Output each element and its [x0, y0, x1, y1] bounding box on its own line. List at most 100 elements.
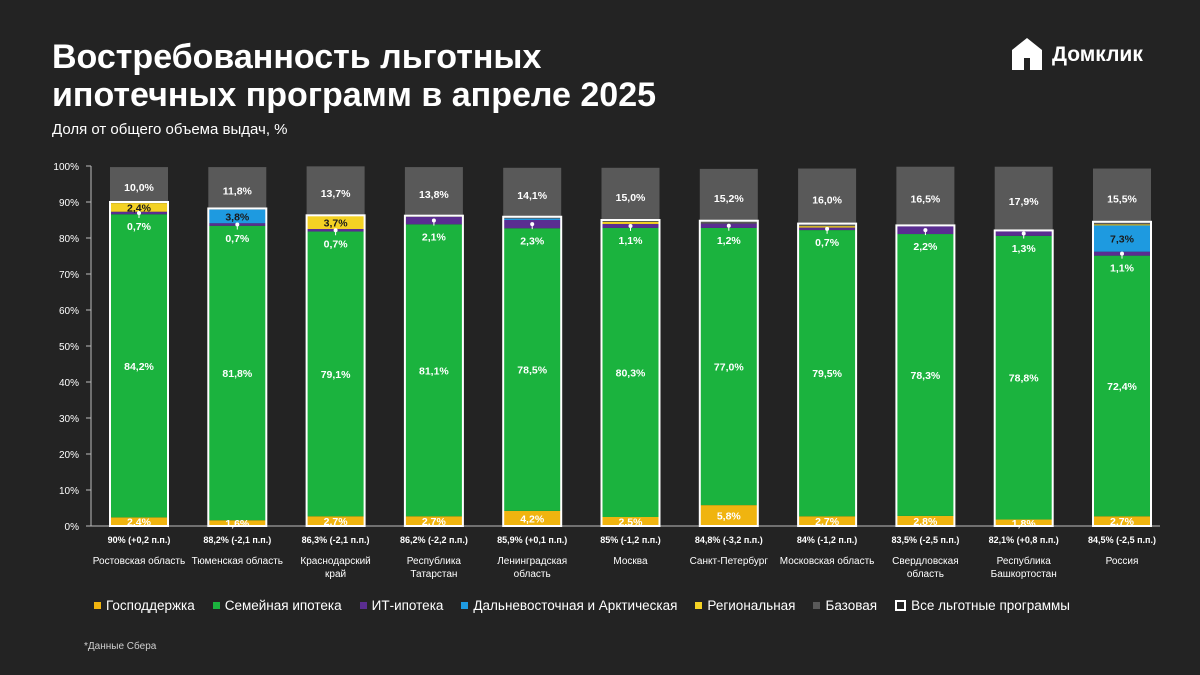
- bar-segment-fareast: [503, 218, 562, 220]
- category-label: Санкт-Петербург: [690, 555, 769, 567]
- bar-segment-base: [503, 167, 562, 219]
- bar-segment-gospodderzhka: [404, 516, 463, 526]
- data-label-family: 80,3%: [616, 367, 646, 379]
- y-tick-label: 50%: [59, 342, 79, 353]
- data-label-it: 0,7%: [324, 239, 349, 251]
- bar-segment-base: [699, 168, 758, 224]
- bar-segment-base: [404, 167, 463, 217]
- category-label: Россия: [1106, 556, 1139, 567]
- total-label: 90% (+0,2 п.п.): [108, 535, 171, 545]
- bar-segment-gospodderzhka: [699, 505, 758, 526]
- bar-segment-family: [110, 214, 168, 518]
- bar-segment-family: [798, 230, 857, 517]
- data-label-it: 0,7%: [127, 221, 152, 233]
- data-label-base: 10,0%: [124, 182, 154, 194]
- y-tick-label: 60%: [59, 306, 79, 317]
- legend-swatch-it: [359, 602, 367, 609]
- data-label-fareast: 7,3%: [1110, 234, 1135, 246]
- y-tick-label: 90%: [59, 198, 79, 209]
- data-label-it: 1,1%: [619, 235, 644, 247]
- data-label-base: 13,7%: [321, 188, 351, 200]
- category-label: Ленинградская: [497, 556, 567, 567]
- bar-segment-gospodderzhka: [896, 515, 955, 526]
- bar-segment-fareast: [208, 209, 267, 224]
- total-label: 84% (-1,2 п.п.): [797, 535, 857, 545]
- total-label: 86,2% (-2,2 п.п.): [400, 535, 468, 545]
- bar-segment-base: [208, 167, 267, 210]
- data-label-it: 2,3%: [520, 235, 545, 247]
- data-label-gospodderzhka: 5,8%: [717, 511, 742, 523]
- category-label: Республика: [407, 555, 462, 567]
- bar-segment-gospodderzhka: [601, 517, 660, 526]
- category-label: область: [514, 568, 551, 580]
- total-outline: [797, 222, 858, 527]
- bar-segment-base: [110, 167, 168, 204]
- data-label-family: 77,0%: [714, 362, 744, 374]
- legend-item-gospodderzhka: Господдержка: [94, 598, 195, 613]
- category-label: Республика: [997, 555, 1052, 567]
- total-outline: [109, 201, 169, 527]
- it-pointer-dot: [431, 218, 436, 223]
- y-tick-label: 0%: [65, 522, 80, 533]
- legend-item-it: ИТ-ипотека: [359, 598, 443, 613]
- data-label-it: 2,2%: [913, 241, 938, 253]
- bar-segment-gospodderzhka: [503, 510, 562, 526]
- bar-segment-family: [208, 225, 267, 521]
- data-label-base: 15,0%: [616, 192, 646, 204]
- category-label: Москва: [613, 556, 648, 567]
- chart-legend: Господдержка Семейная ипотека ИТ-ипотека…: [94, 598, 1070, 613]
- legend-label: Все льготные программы: [911, 598, 1070, 613]
- y-tick-label: 30%: [59, 414, 79, 425]
- legend-label: Господдержка: [106, 598, 195, 613]
- data-label-family: 79,1%: [321, 369, 351, 381]
- data-label-it: 0,7%: [815, 237, 840, 249]
- title-line-2: ипотечных программ в апреле 2025: [52, 76, 657, 114]
- data-label-it: 1,1%: [1110, 263, 1135, 275]
- bar-segment-base: [1093, 168, 1151, 225]
- bar-segment-base: [896, 166, 955, 227]
- total-label: 85,9% (+0,1 п.п.): [497, 535, 567, 545]
- total-label: 84,5% (-2,5 п.п.): [1088, 535, 1156, 545]
- it-pointer-dot: [333, 228, 338, 233]
- it-pointer-dot: [1021, 231, 1026, 236]
- y-tick-label: 80%: [59, 234, 79, 245]
- data-label-family: 81,8%: [222, 368, 252, 380]
- data-label-fareast: 3,8%: [225, 211, 250, 223]
- bar-segment-base: [601, 167, 660, 222]
- data-label-base: 11,8%: [223, 185, 253, 197]
- data-label-it: 1,2%: [717, 235, 742, 247]
- data-label-base: 17,9%: [1009, 196, 1039, 208]
- logo-text: Домклик: [1052, 43, 1143, 66]
- data-label-it: 0,7%: [225, 233, 250, 245]
- total-outline: [993, 229, 1054, 527]
- bar-segment-gospodderzhka: [208, 520, 267, 526]
- bar-segment-regional: [1093, 224, 1151, 226]
- bar-segment-regional: [110, 203, 168, 212]
- legend-swatch-base: [813, 602, 821, 609]
- data-label-base: 15,5%: [1107, 193, 1137, 205]
- legend-item-family: Семейная ипотека: [212, 598, 342, 613]
- y-tick-label: 10%: [59, 486, 79, 497]
- bar-segment-family: [1093, 255, 1151, 517]
- data-label-gospodderzhka: 2,5%: [619, 517, 644, 529]
- legend-label: Дальневосточная и Арктическая: [473, 598, 678, 613]
- bar-segment-gospodderzhka: [306, 516, 365, 526]
- it-pointer-dot: [530, 222, 535, 227]
- bar-segment-base: [798, 168, 857, 227]
- total-outline: [403, 214, 464, 527]
- bar-segment-family: [601, 227, 660, 518]
- category-label: край: [325, 569, 346, 580]
- it-pointer-dot: [235, 222, 240, 227]
- data-label-gospodderzhka: 1,8%: [1012, 518, 1037, 530]
- y-tick-label: 40%: [59, 378, 79, 389]
- legend-label: Семейная ипотека: [224, 598, 342, 613]
- it-pointer-dot: [825, 226, 830, 231]
- data-label-family: 78,3%: [911, 370, 941, 382]
- legend-item-base: Базовая: [813, 598, 877, 613]
- bar-segment-family: [404, 224, 463, 517]
- bar-segment-gospodderzhka: [1093, 516, 1151, 526]
- category-label: Ростовская область: [93, 555, 185, 567]
- total-outline: [1092, 220, 1152, 528]
- bar-segment-family: [896, 234, 955, 516]
- it-pointer-dot: [726, 223, 731, 228]
